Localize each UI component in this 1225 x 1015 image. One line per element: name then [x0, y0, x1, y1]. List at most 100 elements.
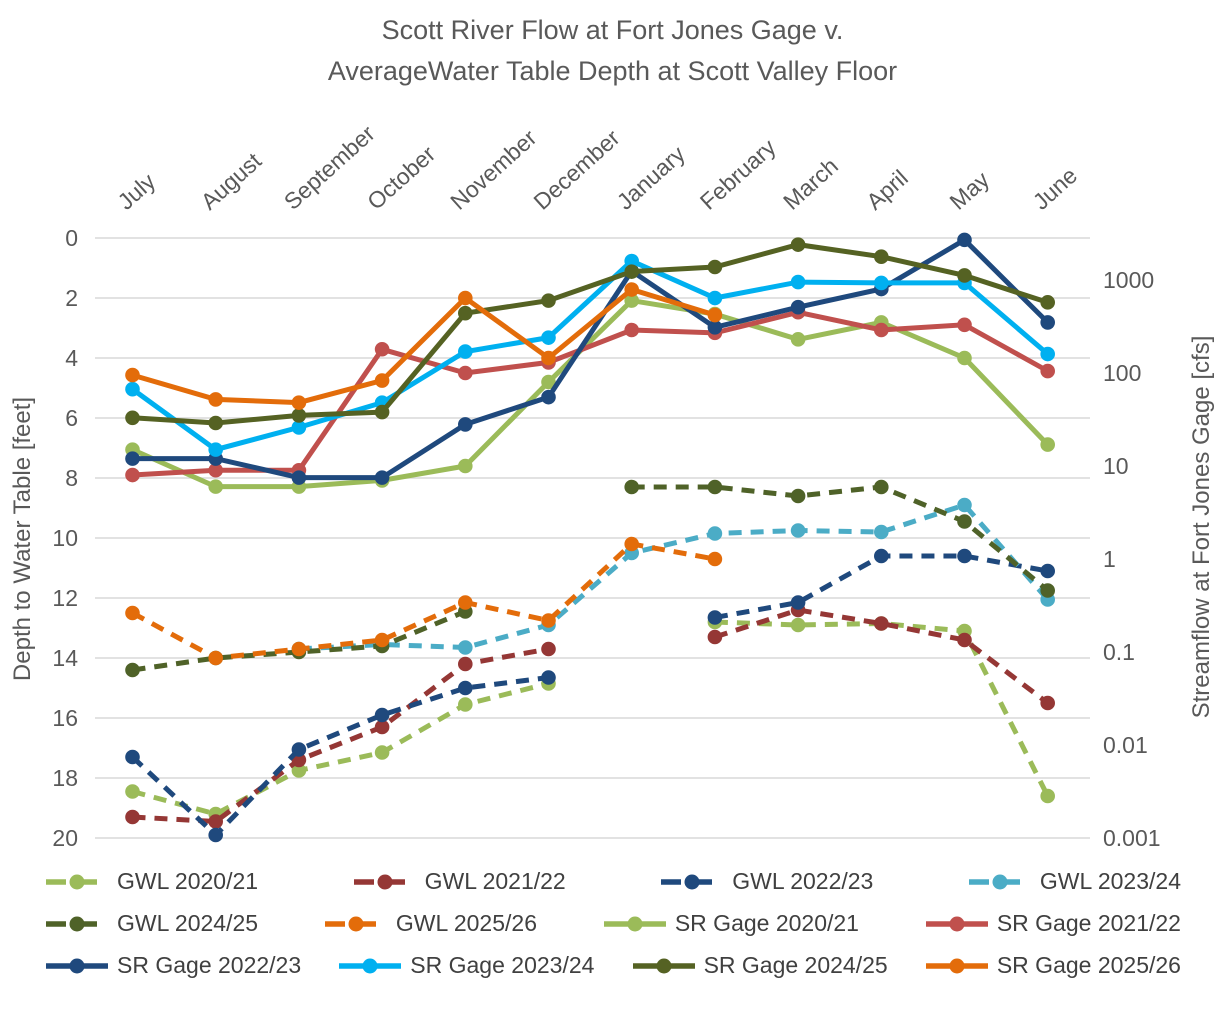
data-point-marker	[291, 420, 307, 435]
data-point-marker	[374, 707, 390, 723]
data-point-marker	[1040, 583, 1055, 598]
data-point-marker	[125, 451, 140, 466]
legend-label: GWL 2024/25	[117, 910, 259, 936]
data-point-marker	[125, 381, 140, 397]
legend-swatch	[968, 874, 1031, 889]
series-line	[132, 236, 1050, 481]
left-axis-tick-label: 6	[65, 405, 78, 431]
left-axis-tick-label: 8	[65, 465, 78, 491]
series-gwl-2024-25	[125, 479, 1055, 678]
data-point-marker	[458, 595, 473, 610]
series-line	[298, 502, 1050, 652]
series-sr-gage-2025-26	[125, 282, 723, 410]
legend-swatch	[339, 958, 402, 973]
legend-label: SR Gage 2023/24	[410, 952, 595, 978]
data-point-marker	[957, 497, 972, 513]
series-sr-gage-2024-25	[125, 237, 1055, 431]
data-point-marker	[541, 350, 556, 366]
left-axis-tick-label: 10	[52, 525, 78, 551]
data-point-marker	[374, 404, 390, 420]
data-point-marker	[125, 467, 140, 483]
data-point-marker	[874, 479, 889, 495]
data-point-marker	[125, 410, 140, 426]
legend-label: GWL 2020/21	[117, 868, 259, 894]
data-point-marker	[374, 632, 390, 648]
left-axis-tick-label: 18	[52, 765, 78, 791]
series-gwl-2025-26	[125, 536, 723, 666]
legend-label: SR Gage 2020/21	[674, 910, 859, 936]
data-point-marker	[541, 670, 556, 685]
data-point-marker	[790, 274, 806, 290]
data-point-marker	[790, 488, 806, 504]
legend-item: GWL 2025/26	[324, 910, 537, 937]
legend-swatch	[632, 958, 695, 973]
legend-label: GWL 2025/26	[395, 910, 537, 936]
legend-label: SR Gage 2021/22	[996, 910, 1181, 936]
data-point-marker	[624, 264, 639, 279]
legend-item: GWL 2022/23	[661, 868, 873, 895]
data-point-marker	[291, 641, 307, 657]
data-point-marker	[957, 548, 972, 564]
data-point-marker	[1040, 315, 1055, 330]
series-line	[131, 258, 1050, 453]
series-gwl-2021-22	[125, 602, 1055, 829]
data-point-marker	[541, 330, 556, 345]
data-point-marker	[707, 259, 723, 275]
data-point-marker	[707, 479, 723, 495]
data-point-marker	[208, 415, 223, 431]
data-point-marker	[458, 305, 473, 321]
left-axis-tick-label: 20	[52, 825, 78, 851]
data-point-marker	[458, 344, 473, 359]
data-point-marker	[374, 341, 390, 357]
right-axis-tick-label: 0.01	[1103, 732, 1148, 758]
legend-swatch	[324, 916, 387, 931]
data-point-marker	[874, 616, 889, 631]
left-axis-tick-label: 2	[65, 285, 78, 311]
chart-legend: GWL 2020/21 GWL 2021/22 GWL 2022/23 GWL 202…	[46, 868, 1181, 994]
data-point-marker	[707, 307, 723, 323]
data-point-marker	[874, 249, 889, 265]
chart-title: Scott River Flow at Fort Jones Gage v. A…	[0, 10, 1225, 91]
data-point-marker	[208, 442, 223, 457]
data-point-marker	[790, 299, 806, 315]
legend-item: SR Gage 2021/22	[925, 910, 1181, 937]
left-axis-tick-label: 14	[52, 645, 78, 671]
data-point-marker	[874, 524, 889, 540]
data-point-marker	[1040, 788, 1055, 804]
data-point-marker	[1040, 437, 1055, 452]
series-sr-gage-2023-24	[125, 253, 1055, 457]
legend-swatch	[925, 916, 988, 931]
right-axis-title: Streamflow at Fort Jones Gage [cfs]	[1188, 335, 1215, 719]
legend-item: GWL 2024/25	[46, 910, 258, 937]
series-gwl-2023-24	[291, 497, 1055, 657]
left-axis-tick-label: 4	[65, 345, 78, 371]
data-point-marker	[624, 536, 639, 552]
data-point-marker	[541, 389, 556, 405]
data-point-marker	[458, 365, 473, 381]
legend-item: SR Gage 2022/23	[46, 952, 301, 979]
data-point-marker	[541, 374, 556, 390]
data-point-marker	[458, 680, 473, 696]
data-point-marker	[1040, 563, 1055, 579]
series-gwl-2022-23	[125, 548, 1055, 843]
x-axis-month-label: April	[861, 165, 913, 215]
data-point-marker	[458, 640, 473, 655]
x-axis-month-label: October	[362, 140, 440, 214]
legend-label: GWL 2023/24	[1039, 868, 1181, 894]
data-point-marker	[874, 548, 889, 564]
chart-title-line1: Scott River Flow at Fort Jones Gage v.	[381, 15, 844, 45]
x-axis-month-label: March	[778, 153, 843, 215]
data-point-marker	[458, 290, 473, 306]
data-point-marker	[1040, 346, 1055, 362]
data-point-marker	[957, 632, 972, 648]
data-point-marker	[707, 610, 723, 625]
legend-row: GWL 2024/25 GWL 2025/26 SR Gage 2020/21 SR …	[46, 910, 1181, 937]
x-axis-month-label: September	[279, 120, 380, 215]
x-axis-month-label: August	[196, 147, 267, 215]
data-point-marker	[125, 784, 140, 799]
data-point-marker	[291, 742, 307, 757]
data-point-marker	[541, 293, 556, 308]
data-point-marker	[208, 392, 223, 407]
legend-item: GWL 2023/24	[968, 868, 1181, 895]
data-point-marker	[125, 605, 140, 621]
